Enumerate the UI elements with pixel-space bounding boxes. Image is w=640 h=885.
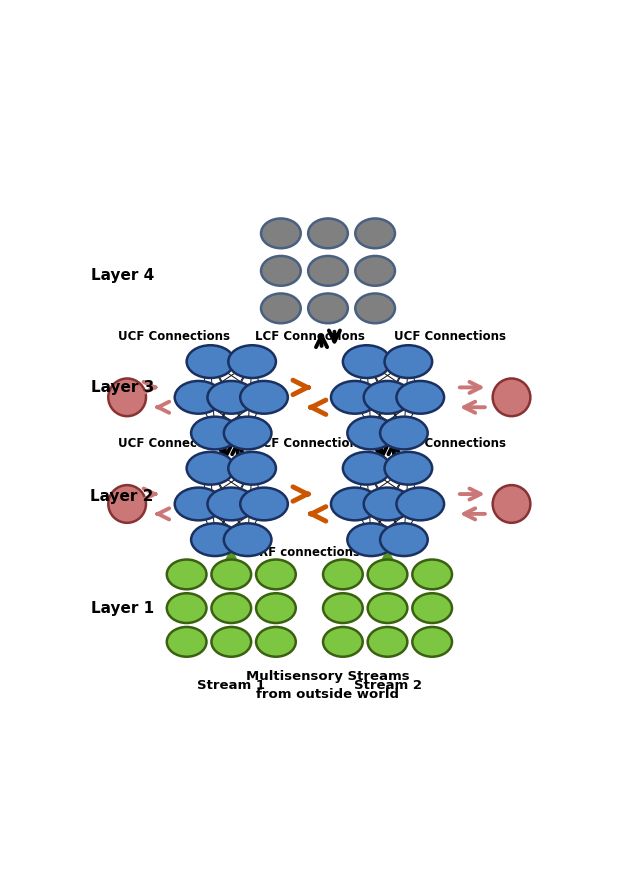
Ellipse shape [175, 381, 222, 413]
Ellipse shape [380, 417, 428, 450]
Ellipse shape [240, 381, 288, 413]
Ellipse shape [187, 345, 234, 378]
Ellipse shape [175, 488, 222, 520]
Ellipse shape [380, 523, 428, 556]
Ellipse shape [261, 219, 301, 248]
Text: Layer 2: Layer 2 [90, 489, 154, 504]
Ellipse shape [308, 219, 348, 248]
Text: Layer 4: Layer 4 [90, 268, 154, 283]
Ellipse shape [207, 488, 255, 520]
Text: LCF Connections: LCF Connections [255, 330, 365, 343]
Ellipse shape [261, 294, 301, 323]
Ellipse shape [191, 523, 239, 556]
Ellipse shape [412, 559, 452, 589]
Text: Layer 3: Layer 3 [90, 380, 154, 395]
Text: Stream 2: Stream 2 [353, 680, 422, 692]
Ellipse shape [256, 593, 296, 623]
Ellipse shape [323, 559, 363, 589]
Text: Layer 1: Layer 1 [91, 601, 154, 616]
Ellipse shape [308, 256, 348, 286]
Ellipse shape [228, 345, 276, 378]
Text: Stream 1: Stream 1 [197, 680, 265, 692]
Text: UCF Connections: UCF Connections [394, 437, 506, 450]
Ellipse shape [211, 593, 251, 623]
Ellipse shape [256, 559, 296, 589]
Ellipse shape [493, 485, 531, 523]
Ellipse shape [167, 593, 207, 623]
Ellipse shape [211, 559, 251, 589]
Text: UCF Connections: UCF Connections [118, 330, 230, 343]
Ellipse shape [167, 559, 207, 589]
Ellipse shape [355, 256, 395, 286]
Ellipse shape [261, 256, 301, 286]
Ellipse shape [396, 381, 444, 413]
Text: LCF Connections: LCF Connections [255, 437, 365, 450]
Ellipse shape [385, 345, 432, 378]
Ellipse shape [348, 523, 395, 556]
Ellipse shape [323, 593, 363, 623]
Ellipse shape [211, 627, 251, 657]
Ellipse shape [343, 345, 390, 378]
Ellipse shape [493, 379, 531, 416]
Ellipse shape [367, 559, 407, 589]
Ellipse shape [256, 627, 296, 657]
Ellipse shape [187, 452, 234, 485]
Text: UCF Connections: UCF Connections [118, 437, 230, 450]
Ellipse shape [412, 593, 452, 623]
Ellipse shape [191, 417, 239, 450]
Ellipse shape [355, 219, 395, 248]
Ellipse shape [343, 452, 390, 485]
Ellipse shape [385, 452, 432, 485]
Ellipse shape [167, 627, 207, 657]
Ellipse shape [331, 488, 379, 520]
Ellipse shape [108, 485, 146, 523]
Ellipse shape [355, 294, 395, 323]
Text: UCF Connections: UCF Connections [394, 330, 506, 343]
Ellipse shape [308, 294, 348, 323]
Ellipse shape [364, 488, 412, 520]
Ellipse shape [412, 627, 452, 657]
Ellipse shape [364, 381, 412, 413]
Ellipse shape [323, 627, 363, 657]
Ellipse shape [367, 593, 407, 623]
Ellipse shape [240, 488, 288, 520]
Ellipse shape [207, 381, 255, 413]
Ellipse shape [108, 379, 146, 416]
Text: RF connections: RF connections [259, 545, 360, 558]
Ellipse shape [331, 381, 379, 413]
Ellipse shape [396, 488, 444, 520]
Text: Multisensory Streams
from outside world: Multisensory Streams from outside world [246, 670, 410, 701]
Ellipse shape [228, 452, 276, 485]
Ellipse shape [224, 417, 271, 450]
Ellipse shape [224, 523, 271, 556]
Ellipse shape [367, 627, 407, 657]
Ellipse shape [348, 417, 395, 450]
